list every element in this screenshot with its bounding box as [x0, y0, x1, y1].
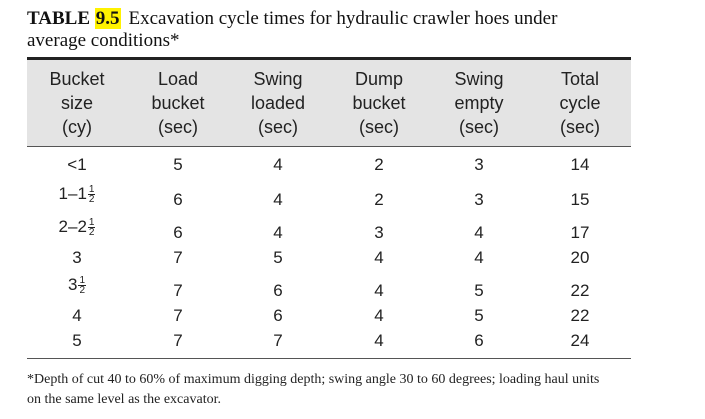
table-cell: 4 [273, 190, 283, 209]
column-header-line: Dump [354, 69, 403, 89]
bucket-size-whole: 2–2 [58, 217, 87, 236]
bucket-size-cell: 5 [29, 331, 125, 351]
table-cell: 4 [374, 281, 384, 300]
bucket-size-cell: 4 [29, 306, 125, 326]
column-header-line: bucket [352, 93, 406, 113]
footnote-line-1: *Depth of cut 40 to 60% of maximum diggi… [27, 372, 600, 387]
table-cell: 7 [273, 331, 283, 350]
fraction-numerator: 1 [87, 217, 96, 229]
table-cell: 4 [374, 248, 384, 267]
bucket-size-whole: 3 [72, 248, 82, 267]
column-header-line: (sec) [158, 117, 198, 137]
table-cell: 6 [173, 223, 183, 242]
table-cell: 24 [570, 331, 590, 350]
table-cell: 2 [374, 155, 384, 174]
column-header: Swing empty (sec) [431, 67, 527, 139]
column-header-line: (cy) [62, 117, 92, 137]
column-header-line: cycle [559, 93, 601, 113]
bucket-size-whole: 3 [67, 275, 78, 294]
bucket-size-whole: 5 [72, 331, 82, 350]
fraction-denominator: 2 [88, 227, 95, 239]
column-header-line: (sec) [359, 117, 399, 137]
table-label: TABLE [27, 8, 91, 29]
column-header: Load bucket (sec) [130, 67, 226, 139]
header-rule [27, 146, 631, 147]
table-title: TABLE 9.5 Excavation cycle times for hydr… [27, 8, 647, 52]
table-caption: Excavation cycle times for hydraulic cra… [128, 8, 558, 29]
fraction-numerator: 1 [87, 184, 96, 196]
table-cell: 3 [474, 190, 484, 209]
column-header: Bucket size (cy) [29, 67, 125, 139]
table-cell: 4 [474, 223, 484, 242]
bucket-size-cell: 3 [29, 248, 125, 268]
column-header-line: Load [157, 69, 199, 89]
column-header-line: (sec) [459, 117, 499, 137]
column-header: Swing loaded (sec) [230, 67, 326, 139]
table-cell: 3 [474, 155, 484, 174]
table-number: 9.5 [94, 8, 121, 29]
table-cell: 6 [273, 281, 283, 300]
column-header-line: size [60, 93, 93, 113]
column-header-line: Swing [253, 69, 303, 89]
footnote-line-2: on the same level as the excavator. [27, 392, 221, 407]
table-footnote: *Depth of cut 40 to 60% of maximum diggi… [27, 370, 647, 410]
column-header-line: loaded [250, 93, 306, 113]
table-cell: 15 [570, 190, 590, 209]
fraction-denominator: 2 [88, 194, 95, 206]
table-cell: 6 [173, 190, 183, 209]
table-cell: 7 [173, 306, 183, 325]
table-cell: 4 [374, 306, 384, 325]
table-cell: 5 [474, 281, 484, 300]
column-header-line: Bucket [49, 69, 105, 89]
table-cell: 5 [273, 248, 283, 267]
table-cell: 2 [374, 190, 384, 209]
table-cell: 4 [374, 331, 384, 350]
table-caption-line2: average conditions* [27, 30, 180, 51]
table-cell: 4 [273, 223, 283, 242]
table-cell: 17 [570, 223, 590, 242]
column-header-line: Total [560, 69, 600, 89]
table-cell: 7 [173, 248, 183, 267]
table-cell: 5 [474, 306, 484, 325]
table-cell: 7 [173, 281, 183, 300]
table-header-background [27, 60, 631, 146]
table-cell: 6 [474, 331, 484, 350]
top-rule [27, 57, 631, 60]
table-cell: 3 [374, 223, 384, 242]
bucket-size-cell: 2–2 1 2 [29, 217, 125, 239]
table-cell: 22 [570, 306, 590, 325]
bucket-size-whole: <1 [67, 155, 87, 174]
table-cell: 14 [570, 155, 590, 174]
table-cell: 22 [570, 281, 590, 300]
column-header: Dump bucket (sec) [331, 67, 427, 139]
table-cell: 20 [570, 248, 590, 267]
column-header-line: empty [454, 93, 504, 113]
column-header-line: bucket [151, 93, 205, 113]
bucket-size-cell: <1 [29, 155, 125, 175]
fraction-denominator: 2 [79, 285, 86, 297]
fraction-numerator: 1 [78, 275, 87, 287]
bottom-rule [27, 358, 631, 359]
table-cell: 7 [173, 331, 183, 350]
table-cell: 4 [474, 248, 484, 267]
column-header: Total cycle (sec) [532, 67, 628, 139]
table-cell: 4 [273, 155, 283, 174]
table-cell: 6 [273, 306, 283, 325]
bucket-size-whole: 4 [72, 306, 82, 325]
column-header-line: Swing [454, 69, 504, 89]
column-header-line: (sec) [560, 117, 600, 137]
table-cell: 5 [173, 155, 183, 174]
bucket-size-cell: 1–1 1 2 [29, 184, 125, 206]
bucket-size-whole: 1–1 [58, 184, 87, 203]
column-header-line: (sec) [258, 117, 298, 137]
